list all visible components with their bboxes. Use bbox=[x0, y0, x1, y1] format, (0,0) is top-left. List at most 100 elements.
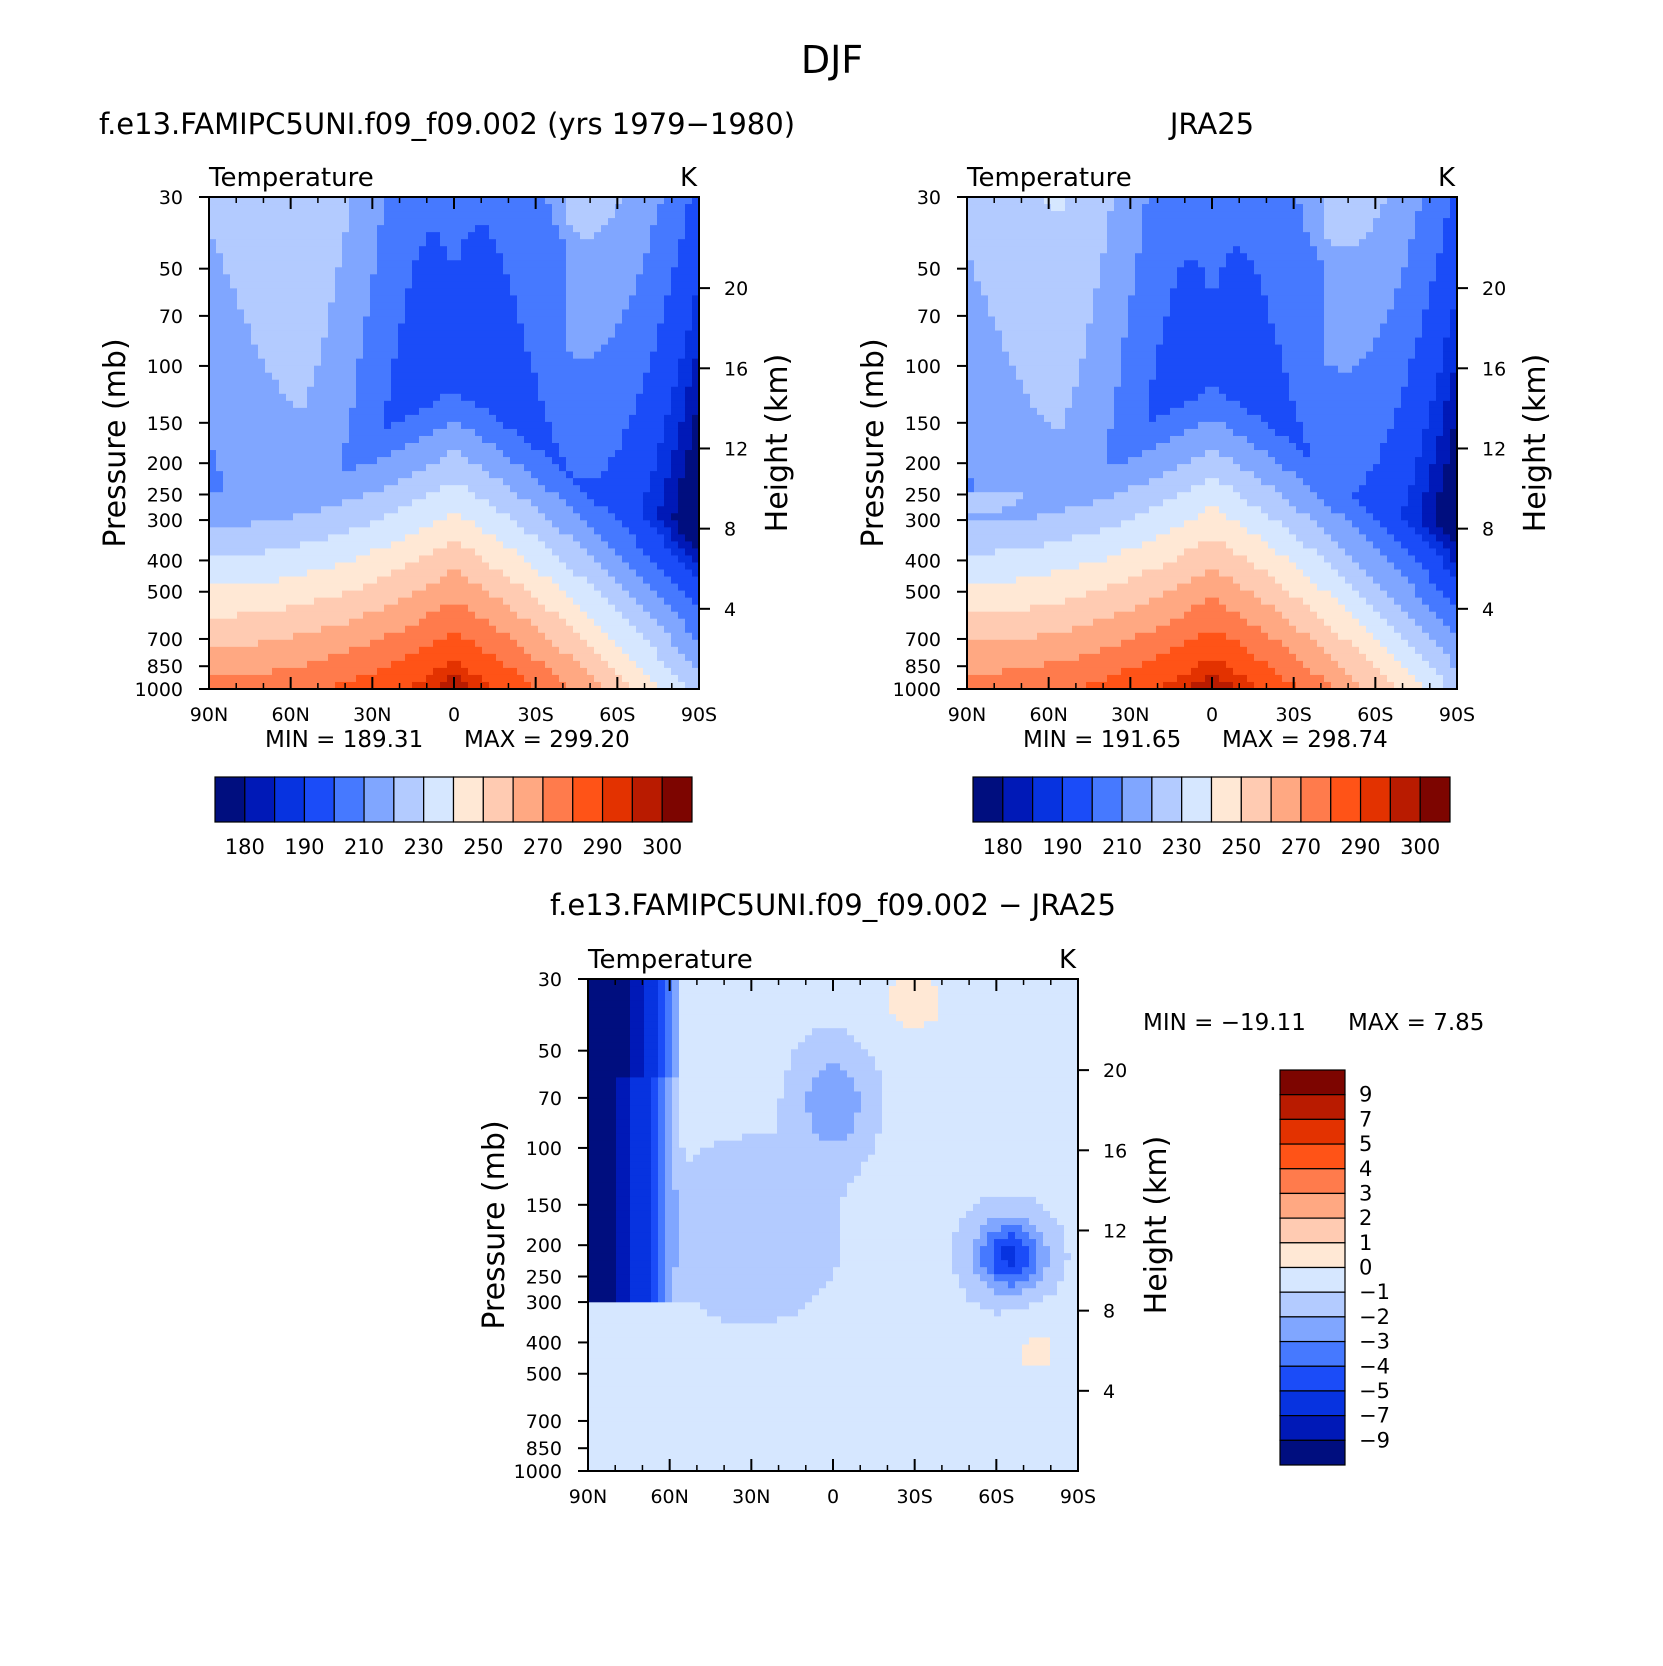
contour-cell bbox=[559, 274, 567, 282]
contour-cell bbox=[573, 330, 581, 339]
contour-cell bbox=[657, 379, 665, 388]
contour-cell bbox=[657, 323, 665, 332]
contour-cell bbox=[293, 330, 301, 339]
contour-cell bbox=[608, 365, 616, 374]
contour-cell bbox=[622, 450, 630, 458]
contour-cell bbox=[545, 534, 553, 542]
contour-cell bbox=[489, 660, 497, 669]
contour-cell bbox=[258, 471, 266, 479]
contour-cell bbox=[454, 513, 462, 521]
contour-cell bbox=[692, 520, 700, 528]
contour-cell bbox=[377, 597, 385, 606]
contour-cell bbox=[629, 590, 637, 599]
contour-cell bbox=[426, 393, 434, 402]
contour-cell bbox=[580, 464, 588, 472]
contour-cell bbox=[545, 414, 553, 423]
contour-cell bbox=[524, 260, 532, 268]
contour-cell bbox=[503, 604, 511, 613]
contour-cell bbox=[671, 288, 679, 296]
contour-cell bbox=[559, 513, 567, 521]
contour-cell bbox=[566, 435, 574, 444]
contour-cell bbox=[636, 379, 644, 388]
contour-cell bbox=[636, 583, 644, 592]
contour-cell bbox=[566, 393, 574, 402]
contour-cell bbox=[300, 204, 308, 212]
contour-cell bbox=[209, 583, 217, 592]
contour-cell bbox=[615, 478, 623, 486]
contour-cell bbox=[426, 428, 434, 437]
contour-cell bbox=[314, 281, 322, 289]
contour-cell bbox=[510, 457, 518, 465]
contour-cell bbox=[265, 407, 273, 416]
contour-cell bbox=[643, 485, 651, 493]
contour-cell bbox=[363, 260, 371, 268]
contour-cell bbox=[370, 562, 378, 571]
contour-cell bbox=[314, 337, 322, 346]
contour-cell bbox=[496, 464, 504, 472]
contour-cell bbox=[307, 513, 315, 521]
contour-cell bbox=[426, 597, 434, 606]
contour-cell bbox=[489, 260, 497, 268]
contour-cell bbox=[538, 281, 546, 289]
contour-cell bbox=[671, 267, 679, 275]
contour-cell bbox=[580, 667, 588, 676]
contour-cell bbox=[454, 562, 462, 571]
contour-cell bbox=[685, 211, 693, 219]
contour-cell bbox=[650, 379, 658, 388]
contour-cell bbox=[328, 646, 336, 655]
contour-cell bbox=[230, 239, 238, 247]
contour-cell bbox=[678, 639, 686, 648]
contour-cell bbox=[524, 232, 532, 240]
contour-cell bbox=[650, 667, 658, 676]
contour-cell bbox=[391, 541, 399, 550]
contour-cell bbox=[209, 618, 217, 627]
contour-cell bbox=[405, 323, 413, 332]
contour-cell bbox=[293, 499, 301, 507]
contour-cell bbox=[475, 499, 483, 507]
panel-title: f.e13.FAMIPC5UNI.f09_f09.002 (yrs 1979−1… bbox=[99, 107, 795, 141]
contour-cell bbox=[251, 541, 259, 550]
contour-cell bbox=[307, 541, 315, 550]
contour-cell bbox=[517, 464, 525, 472]
contour-cell bbox=[384, 253, 392, 261]
contour-cell bbox=[517, 393, 525, 402]
contour-cell bbox=[685, 435, 693, 444]
contour-cell bbox=[559, 639, 567, 648]
contour-cell bbox=[426, 506, 434, 514]
contour-cell bbox=[657, 485, 665, 493]
contour-cell bbox=[545, 548, 553, 557]
contour-cell bbox=[608, 569, 616, 578]
contour-cell bbox=[377, 428, 385, 437]
contour-cell bbox=[545, 337, 553, 346]
contour-cell bbox=[251, 281, 259, 289]
contour-cell bbox=[398, 520, 406, 528]
contour-cell bbox=[671, 457, 679, 465]
contour-cell bbox=[615, 365, 623, 374]
contour-cell bbox=[314, 492, 322, 500]
contour-cell bbox=[629, 583, 637, 592]
contour-cell bbox=[608, 471, 616, 479]
contour-cell bbox=[433, 344, 441, 353]
contour-cell bbox=[538, 232, 546, 240]
contour-cell bbox=[601, 218, 609, 226]
contour-cell bbox=[685, 218, 693, 226]
contour-cell bbox=[650, 604, 658, 613]
contour-cell bbox=[671, 421, 679, 430]
contour-cell bbox=[552, 435, 560, 444]
contour-cell bbox=[223, 562, 231, 571]
contour-cell bbox=[433, 506, 441, 514]
contour-cell bbox=[433, 246, 441, 254]
contour-cell bbox=[335, 267, 343, 275]
contour-cell bbox=[440, 211, 448, 219]
contour-cell bbox=[524, 365, 532, 374]
contour-cell bbox=[671, 337, 679, 346]
contour-cell bbox=[636, 653, 644, 662]
contour-cell bbox=[398, 302, 406, 311]
contour-cell bbox=[279, 583, 287, 592]
contour-cell bbox=[384, 351, 392, 360]
contour-cell bbox=[664, 492, 672, 500]
contour-cell bbox=[307, 499, 315, 507]
contour-cell bbox=[636, 548, 644, 557]
contour-cell bbox=[433, 653, 441, 662]
